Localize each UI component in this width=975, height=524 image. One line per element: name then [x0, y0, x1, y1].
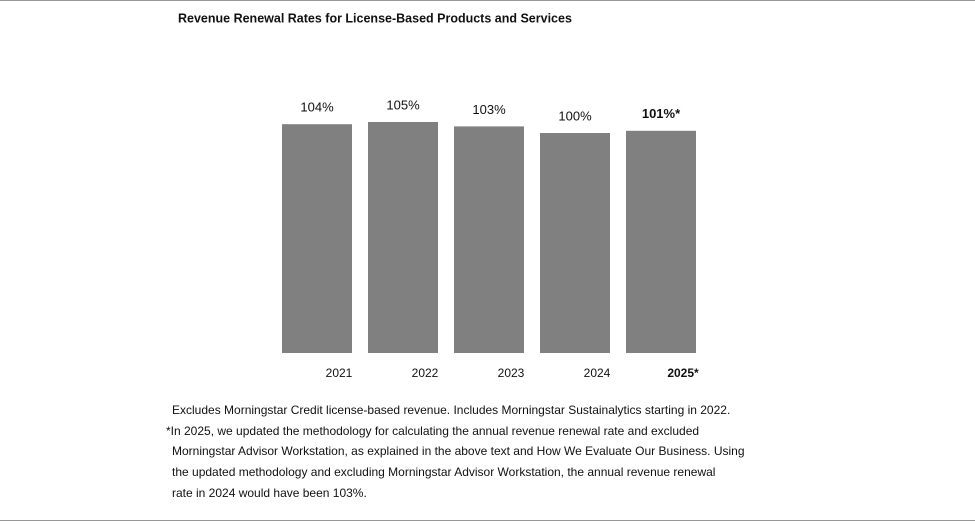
- x-tick-label: 2025*: [667, 366, 699, 380]
- value-label: 104%: [300, 100, 334, 115]
- bar: [282, 124, 352, 353]
- footnote: rate in 2024 would have been 103%.: [172, 486, 367, 500]
- bar: [626, 130, 696, 353]
- x-tick-label: 2022: [412, 366, 439, 380]
- value-label: 101%*: [642, 106, 681, 121]
- x-tick-label: 2024: [584, 366, 611, 380]
- bar: [540, 133, 610, 353]
- chart-title: Revenue Renewal Rates for License-Based …: [178, 11, 572, 25]
- footnote: Excludes Morningstar Credit license-base…: [172, 403, 730, 417]
- value-label: 103%: [472, 102, 506, 117]
- footnote: the updated methodology and excluding Mo…: [172, 465, 715, 479]
- value-label: 100%: [558, 108, 592, 123]
- value-label: 105%: [386, 97, 420, 112]
- footnote: *In 2025, we updated the methodology for…: [166, 424, 699, 438]
- bar: [368, 122, 438, 353]
- x-tick-label: 2021: [326, 366, 353, 380]
- x-tick-label: 2023: [498, 366, 525, 380]
- footnote: Morningstar Advisor Workstation, as expl…: [172, 444, 745, 458]
- bar: [454, 126, 524, 354]
